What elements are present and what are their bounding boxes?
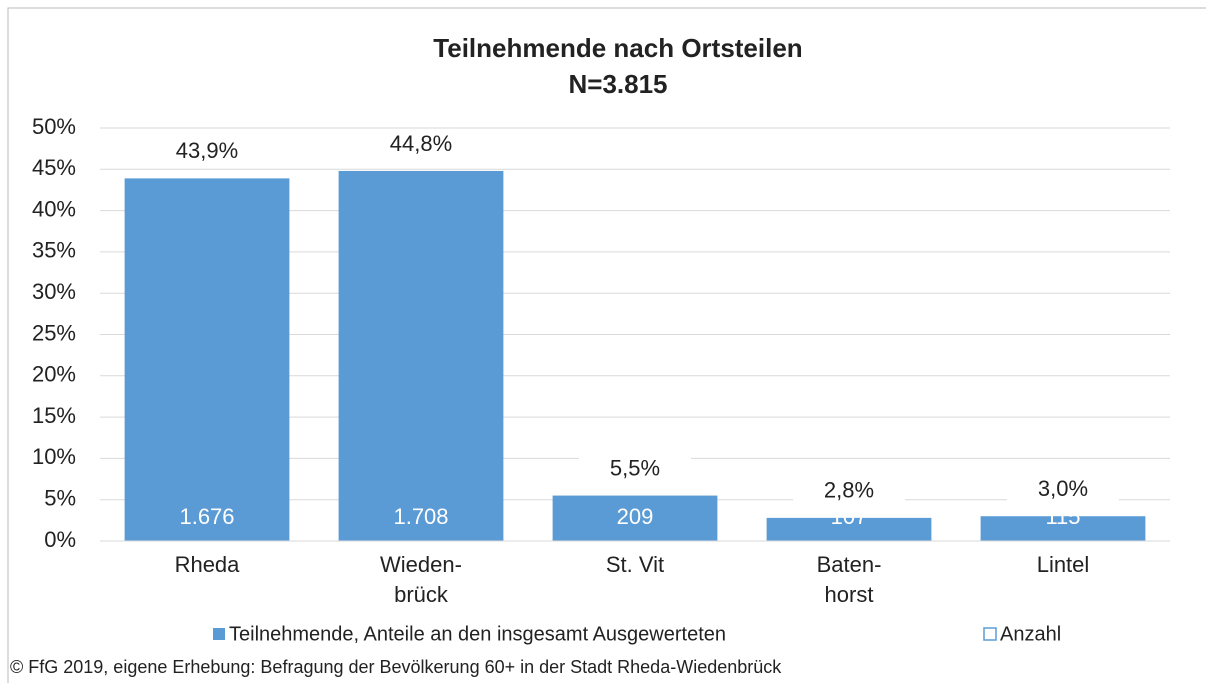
x-tick-label: Lintel (1037, 552, 1090, 577)
bar (552, 495, 718, 541)
bar (980, 516, 1146, 541)
legend-label: Teilnehmende, Anteile an den insgesamt A… (229, 623, 726, 645)
count-label: 1.708 (393, 504, 448, 529)
y-tick-label: 45% (32, 155, 76, 180)
source-note: © FfG 2019, eigene Erhebung: Befragung d… (10, 657, 782, 677)
count-label: 107 (831, 504, 868, 529)
value-label: 43,9% (176, 138, 238, 163)
chart-title: Teilnehmende nach Ortsteilen (433, 33, 802, 63)
y-tick-label: 30% (32, 279, 76, 304)
value-label: 5,5% (610, 455, 660, 480)
value-label: 44,8% (390, 131, 452, 156)
value-label: 3,0% (1038, 476, 1088, 501)
x-tick-label: Baten-horst (817, 552, 882, 607)
x-tick-label: Rheda (175, 552, 241, 577)
bar (338, 170, 504, 541)
y-tick-label: 5% (44, 486, 76, 511)
y-tick-label: 25% (32, 320, 76, 345)
x-tick-label: Wieden-brück (380, 552, 462, 607)
chart-frame (7, 7, 1206, 683)
x-tick-label: St. Vit (606, 552, 664, 577)
y-tick-label: 10% (32, 444, 76, 469)
value-label-bg (579, 453, 691, 486)
y-tick-label: 20% (32, 362, 76, 387)
y-tick-label: 50% (32, 114, 76, 139)
y-tick-label: 15% (32, 403, 76, 428)
value-label-bg (793, 475, 905, 508)
value-label-bg (365, 128, 477, 161)
legend-label: Anzahl (1000, 623, 1061, 645)
count-label: 115 (1045, 504, 1080, 529)
bar (124, 178, 290, 542)
y-tick-label: 0% (44, 527, 76, 552)
legend-swatch (213, 628, 225, 640)
count-label: 1.676 (179, 504, 234, 529)
value-label: 2,8% (824, 478, 874, 503)
value-label-bg (151, 136, 263, 169)
y-tick-label: 40% (32, 196, 76, 221)
bar (766, 517, 932, 541)
count-label: 209 (617, 504, 654, 529)
chart-subtitle: N=3.815 (568, 69, 667, 99)
value-label-bg (1007, 474, 1119, 507)
legend-swatch (983, 627, 997, 641)
y-tick-label: 35% (32, 238, 76, 263)
